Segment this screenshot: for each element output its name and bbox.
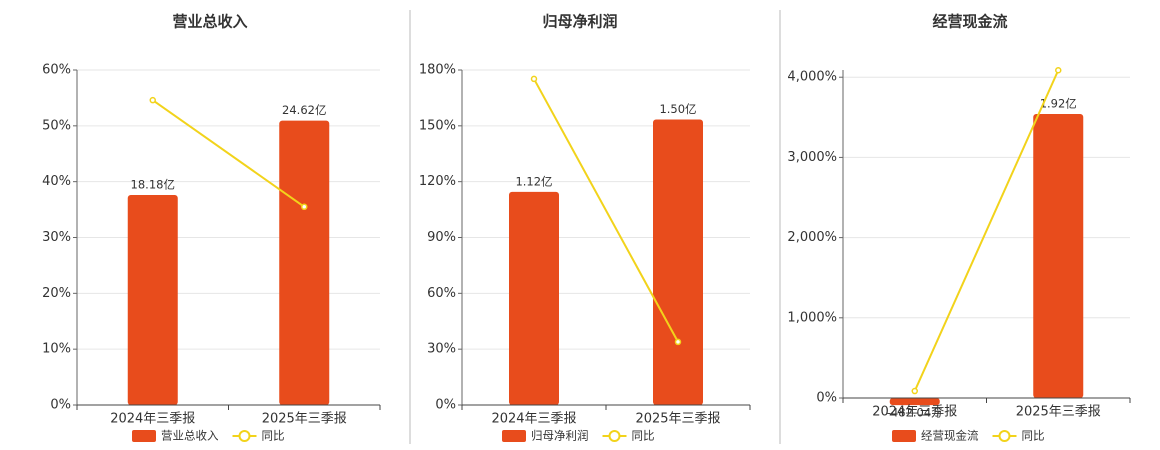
- value-label: 1.92亿: [1040, 96, 1077, 110]
- legend-swatch: [608, 430, 621, 442]
- line-point: [674, 338, 682, 346]
- y-tick-label: 20%: [42, 286, 71, 301]
- legend-label: 同比: [632, 429, 655, 443]
- y-tick-label: 1,000%: [787, 310, 837, 325]
- line: [913, 69, 1060, 392]
- legend-swatch: [238, 430, 251, 442]
- x-tick-label: 2024年三季报: [110, 412, 195, 427]
- value-label: -482.04万: [887, 406, 943, 420]
- legend-swatch: [998, 430, 1011, 442]
- y-tick-label: 60%: [427, 286, 456, 301]
- y-tick-label: 180%: [419, 63, 456, 78]
- value-label: 18.18亿: [131, 177, 175, 191]
- y-tick-label: 3,000%: [787, 150, 837, 165]
- legend-label: 营业总收入: [161, 429, 219, 443]
- y-tick-label: 0%: [816, 391, 837, 406]
- line-point: [301, 203, 308, 211]
- bar: [127, 194, 178, 405]
- bar: [279, 120, 330, 405]
- bar: [653, 119, 703, 405]
- x-tick-label: 2025年三季报: [1016, 405, 1101, 420]
- y-tick-label: 2,000%: [787, 230, 837, 245]
- chart-title: 经营现金流: [932, 13, 1007, 31]
- legend-label: 同比: [262, 429, 285, 443]
- chart-title: 营业总收入: [172, 13, 247, 31]
- y-tick-label: 40%: [42, 174, 71, 189]
- line-point: [530, 75, 538, 83]
- y-tick-label: 10%: [42, 342, 71, 357]
- bar: [509, 191, 559, 405]
- y-tick-label: 90%: [427, 230, 456, 245]
- line-point: [149, 96, 156, 104]
- line: [152, 99, 305, 208]
- y-tick-label: 30%: [42, 230, 71, 245]
- bar: [889, 398, 940, 406]
- bar: [1033, 113, 1084, 398]
- legend-label: 经营现金流: [921, 429, 979, 443]
- legend-label: 归母净利润: [531, 429, 589, 443]
- y-tick-label: 0%: [435, 398, 456, 413]
- line-point: [911, 387, 918, 395]
- legend-swatch: [132, 430, 156, 442]
- x-tick-label: 2024年三季报: [872, 405, 957, 420]
- y-tick-label: 4,000%: [787, 70, 837, 85]
- line-point: [1055, 66, 1062, 74]
- x-tick-label: 2025年三季报: [635, 412, 720, 427]
- value-label: 1.50亿: [659, 102, 696, 116]
- y-tick-label: 150%: [419, 118, 456, 133]
- value-label: 24.62亿: [282, 103, 326, 117]
- chart-title: 归母净利润: [542, 13, 617, 31]
- y-tick-label: 60%: [42, 63, 71, 78]
- legend-label: 同比: [1022, 429, 1045, 443]
- y-tick-label: 0%: [50, 398, 71, 413]
- x-tick-label: 2024年三季报: [491, 412, 576, 427]
- legend-swatch: [502, 430, 526, 442]
- legend-swatch: [892, 430, 916, 442]
- line: [533, 78, 679, 343]
- y-tick-label: 120%: [419, 174, 456, 189]
- value-label: 1.12亿: [515, 174, 552, 188]
- y-tick-label: 30%: [427, 342, 456, 357]
- x-tick-label: 2025年三季报: [262, 412, 347, 427]
- y-tick-label: 50%: [42, 118, 71, 133]
